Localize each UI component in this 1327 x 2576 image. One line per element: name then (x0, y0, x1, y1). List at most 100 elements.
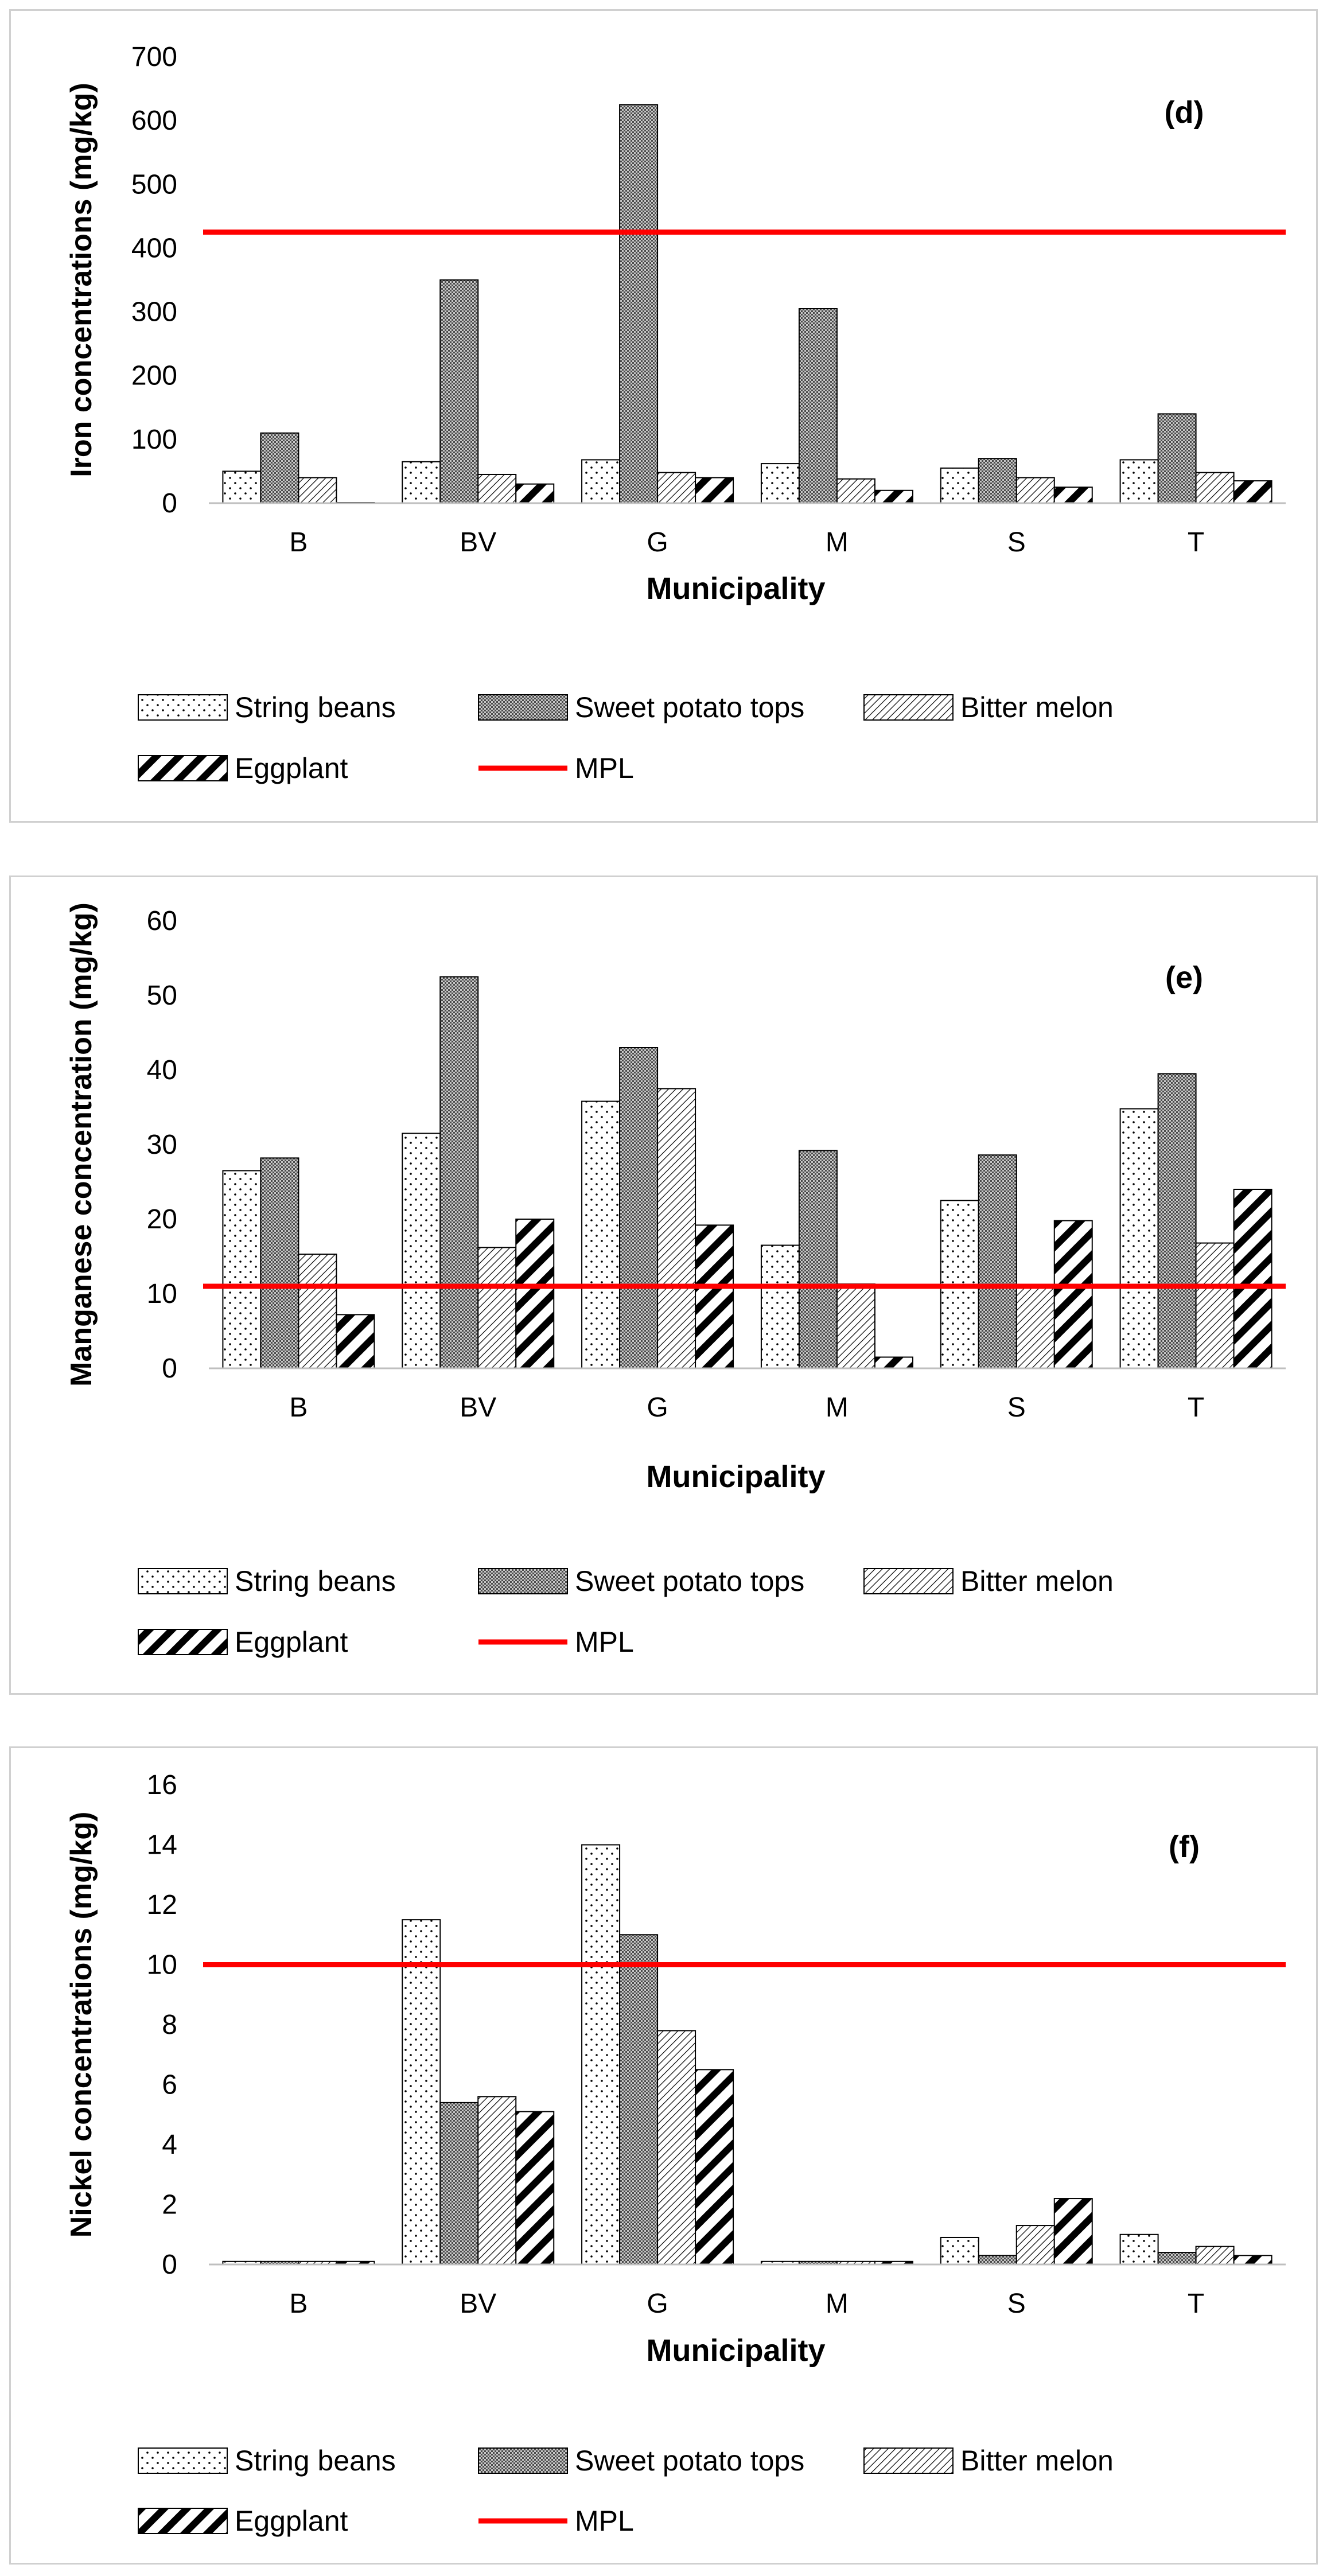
legend-swatch-bitter-melon (863, 2447, 954, 2474)
legend-label-bitter-melon: Bitter melon (960, 2445, 1114, 2477)
x-tick-label: G (647, 1392, 668, 1423)
bar-bitter-melon-t (1195, 1242, 1235, 1369)
y-tick-label: 8 (162, 2010, 177, 2040)
bar-eggplant-t (1233, 480, 1272, 504)
legend-swatch-eggplant (138, 755, 228, 781)
bar-string-beans-b (222, 470, 262, 504)
legend-swatch-eggplant (138, 1629, 228, 1655)
bar-string-beans-t (1119, 459, 1159, 504)
y-tick-label: 400 (131, 233, 177, 263)
bar-sweet-potato-tops-g (619, 104, 659, 504)
y-tick-label: 16 (147, 1770, 177, 1800)
bar-sweet-potato-tops-b (260, 432, 299, 504)
bar-string-beans-bv (402, 461, 441, 504)
panel-label: (e) (1165, 960, 1203, 995)
y-tick-label: 10 (147, 1279, 177, 1309)
legend-label-string-beans: String beans (235, 1565, 396, 1597)
bar-sweet-potato-tops-b (260, 1157, 299, 1369)
legend-swatch-string-beans (138, 1568, 228, 1594)
x-tick-label: B (289, 2289, 308, 2319)
y-tick-label: 40 (147, 1055, 177, 1085)
bar-sweet-potato-tops-m (798, 308, 838, 504)
legend-label-string-beans: String beans (235, 2445, 396, 2477)
x-tick-label: G (647, 527, 668, 558)
x-tick-label: S (1007, 1392, 1026, 1423)
y-tick-label: 6 (162, 2070, 177, 2100)
legend-label-bitter-melon: Bitter melon (960, 1565, 1114, 1597)
legend-swatch-bitter-melon (863, 694, 954, 721)
x-tick-label: M (826, 527, 849, 558)
bar-string-beans-g (581, 1100, 621, 1369)
panel-label: (d) (1165, 95, 1204, 130)
x-tick-label: G (647, 2289, 668, 2319)
x-tick-label: T (1188, 1392, 1204, 1423)
x-tick-label: S (1007, 527, 1026, 558)
bar-bitter-melon-t (1195, 472, 1235, 504)
legend-label-eggplant: Eggplant (235, 752, 348, 784)
legend-label-sweet-potato-tops: Sweet potato tops (575, 2445, 804, 2477)
x-tick-label: B (289, 527, 308, 558)
y-tick-label: 2 (162, 2190, 177, 2220)
x-tick-label: M (826, 2289, 849, 2319)
y-tick-label: 0 (162, 488, 177, 519)
x-tick-label: M (826, 1392, 849, 1423)
y-tick-label: 700 (131, 42, 177, 72)
bar-eggplant-t (1233, 2255, 1272, 2266)
x-tick-label: BV (460, 1392, 496, 1423)
bar-string-beans-g (581, 1844, 621, 2265)
y-tick-label: 14 (147, 1830, 177, 1861)
bar-eggplant-bv (515, 483, 555, 504)
bar-bitter-melon-s (1015, 1286, 1055, 1369)
bar-sweet-potato-tops-g (619, 1047, 659, 1369)
x-axis-title: Municipality (646, 571, 825, 606)
y-tick-label: 20 (147, 1204, 177, 1235)
legend-label-eggplant: Eggplant (235, 2505, 348, 2537)
bar-bitter-melon-m (836, 1283, 875, 1369)
bar-eggplant-g (695, 1224, 734, 1369)
x-tick-label: S (1007, 2289, 1026, 2319)
y-tick-label: 100 (131, 425, 177, 455)
bar-eggplant-t (1233, 1189, 1272, 1369)
x-tick-label: T (1188, 527, 1204, 558)
bar-eggplant-m (874, 1356, 913, 1369)
legend-label-mpl: MPL (575, 2505, 634, 2537)
chart-panel-manganese: 0 10 20 30 40 50 60 Manganese concentration (mg… (9, 875, 1318, 1695)
y-tick-label: 0 (162, 2250, 177, 2280)
bar-string-beans-bv (402, 1919, 441, 2265)
y-tick-label: 30 (147, 1130, 177, 1160)
legend-swatch-sweet-potato-tops (478, 694, 568, 721)
bar-string-beans-m (760, 463, 800, 504)
legend-swatch-bitter-melon (863, 1568, 954, 1594)
bar-sweet-potato-tops-t (1157, 2252, 1197, 2265)
legend-label-eggplant: Eggplant (235, 1626, 348, 1658)
chart-panel-iron: 0 100 200 300 400 500 600 700 Iron concentration… (9, 9, 1318, 823)
chart-manganese: 0 10 20 30 40 50 60 Manganese concentration (mg… (65, 902, 1286, 1658)
x-tick-label: T (1188, 2289, 1204, 2319)
y-tick-label: 300 (131, 297, 177, 328)
bar-eggplant-m (874, 489, 913, 504)
x-tick-label: B (289, 1392, 308, 1423)
bar-eggplant-bv (515, 1219, 555, 1369)
bar-string-beans-b (222, 1170, 262, 1369)
bar-eggplant-bv (515, 2111, 555, 2266)
legend-label-string-beans: String beans (235, 691, 396, 723)
bar-sweet-potato-tops-g (619, 1934, 659, 2265)
x-axis-title: Municipality (646, 1460, 825, 1494)
legend-label-mpl: MPL (575, 752, 634, 784)
y-tick-label: 50 (147, 980, 177, 1011)
y-tick-label: 60 (147, 906, 177, 936)
bar-sweet-potato-tops-t (1157, 413, 1197, 504)
bar-eggplant-s (1053, 1220, 1093, 1369)
chart-panel-nickel: 0 2 4 6 8 10 12 14 16 Nickel concentrations (mg/k… (9, 1746, 1318, 2565)
bar-bitter-melon-s (1015, 2225, 1055, 2266)
y-tick-label: 12 (147, 1890, 177, 1920)
panel-label: (f) (1169, 1830, 1200, 1864)
bar-string-beans-bv (402, 1133, 441, 1369)
y-tick-label: 0 (162, 1353, 177, 1384)
bar-bitter-melon-bv (477, 473, 517, 504)
legend-label-mpl: MPL (575, 1626, 634, 1658)
bar-eggplant-g (695, 477, 734, 504)
bar-sweet-potato-tops-bv (439, 976, 479, 1369)
bar-bitter-melon-g (657, 472, 696, 504)
bar-eggplant-s (1053, 2198, 1093, 2265)
